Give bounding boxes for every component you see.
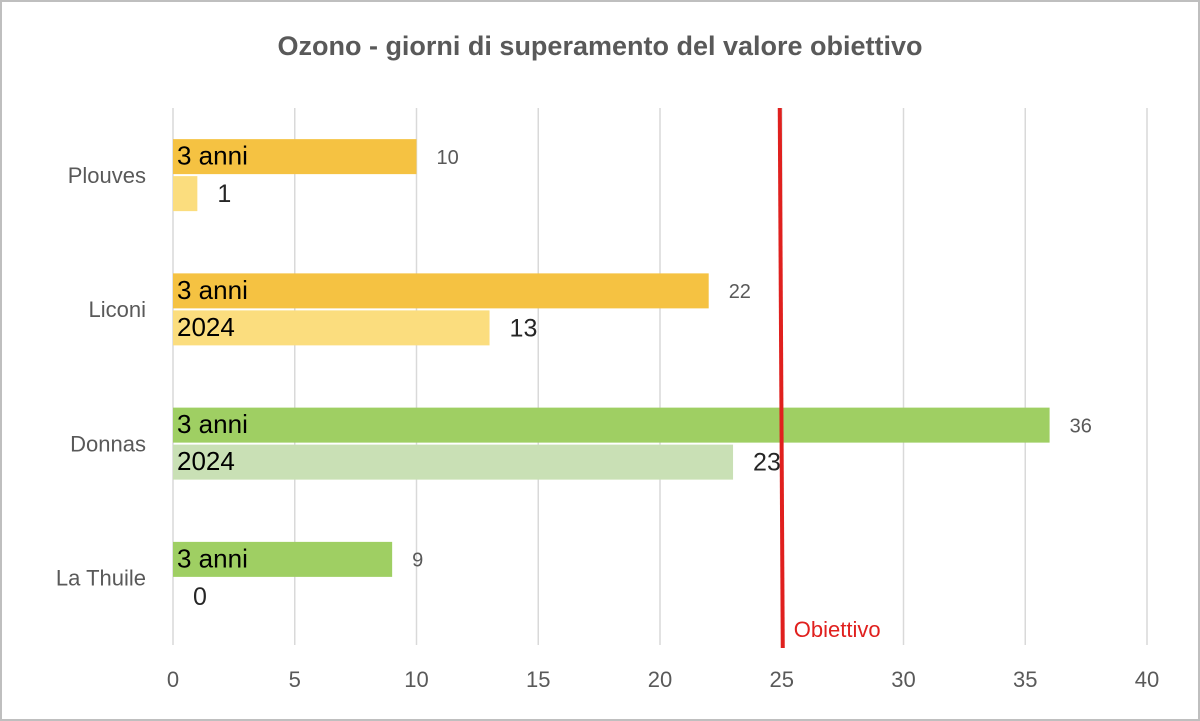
value-label: 0 [193, 583, 207, 611]
bar [173, 176, 198, 212]
x-tick-label: 35 [1013, 667, 1037, 692]
value-label: 22 [729, 281, 751, 303]
x-tick-label: 25 [770, 667, 794, 692]
bar-series-label: 3 anni [177, 409, 248, 439]
value-label: 1 [217, 180, 231, 208]
x-tick-label: 15 [526, 667, 550, 692]
value-label: 13 [510, 314, 538, 342]
y-tick-label: La Thuile [56, 566, 146, 591]
x-tick-label: 30 [891, 667, 915, 692]
value-label: 36 [1070, 415, 1092, 437]
x-tick-label: 20 [648, 667, 672, 692]
x-tick-label: 0 [167, 667, 179, 692]
bar-series-label: 2024 [177, 446, 235, 476]
y-tick-label: Plouves [68, 163, 146, 188]
reference-line [777, 107, 785, 649]
value-label: 23 [753, 449, 781, 477]
bar-series-label: 3 anni [177, 275, 248, 305]
y-tick-label: Liconi [89, 297, 146, 322]
reference-label: Obiettivo [794, 617, 881, 642]
x-tick-label: 5 [289, 667, 301, 692]
x-tick-label: 10 [404, 667, 428, 692]
value-label: 10 [437, 147, 459, 169]
bar-series-label: 2024 [177, 312, 235, 342]
bar [173, 310, 490, 346]
bar-series-label: 3 anni [177, 543, 248, 573]
chart-title: Ozono - giorni di superamento del valore… [277, 31, 922, 61]
bar [173, 541, 393, 577]
value-label: 9 [412, 550, 423, 572]
bar [173, 407, 1050, 443]
bar-series-label: 3 anni [177, 141, 248, 171]
bar [173, 139, 417, 175]
bar [173, 444, 734, 480]
bar [173, 273, 709, 309]
y-tick-label: Donnas [70, 431, 146, 456]
x-tick-label: 40 [1135, 667, 1159, 692]
